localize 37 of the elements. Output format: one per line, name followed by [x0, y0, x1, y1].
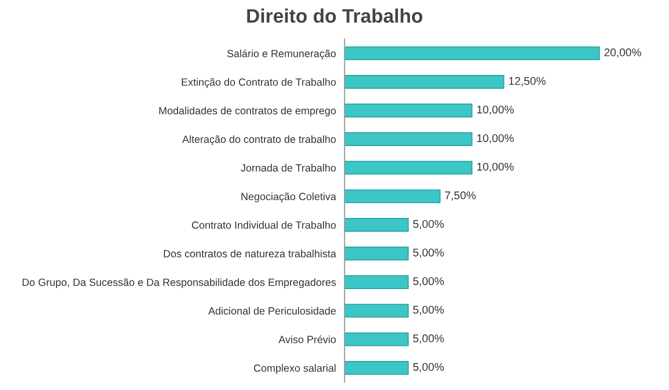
data-label: 10,00%: [477, 162, 514, 172]
y-tick-label: Extinção do Contrato de Trabalho: [182, 78, 336, 88]
y-tick-label: Aviso Prévio: [278, 335, 336, 344]
bar: [344, 46, 600, 60]
y-tick-label: Contrato Individual de Trabalho: [192, 221, 336, 229]
bar: [344, 75, 504, 89]
data-label: 5,00%: [413, 248, 444, 258]
data-label: 5,00%: [413, 306, 444, 315]
bar: [344, 189, 441, 204]
data-label: 20,00%: [604, 48, 642, 58]
bar: [344, 160, 472, 175]
y-tick-label: Do Grupo, Da Sucessão e Da Responsabilidade dos Empregadores: [22, 278, 336, 288]
data-label: 10,00%: [477, 106, 514, 115]
bar: [344, 218, 409, 232]
bar: [344, 304, 409, 318]
bar: [344, 104, 472, 118]
y-tick-label: Alteração do contrato de trabalho: [182, 135, 336, 146]
data-label: 5,00%: [413, 220, 444, 230]
data-label: 5,00%: [413, 277, 444, 286]
data-label: 10,00%: [477, 134, 514, 144]
bar: [344, 332, 409, 346]
bar: [344, 132, 472, 146]
y-tick-label: Negociação Coletiva: [242, 192, 336, 202]
y-tick-label: Modalidades de contratos de emprego: [159, 106, 336, 116]
data-label: 7,50%: [445, 191, 476, 201]
y-tick-label: Dos contratos de natureza trabalhista: [164, 250, 336, 258]
y-tick-label: Adicional de Periculosidade: [208, 306, 336, 315]
y-tick-label: Salário e Remuneração: [227, 49, 336, 60]
y-tick-label: Complexo salarial: [254, 364, 336, 374]
y-tick-label: Jornada de Trabalho: [240, 164, 336, 172]
chart-title: Direito do Trabalho: [247, 8, 422, 23]
bar: [344, 361, 409, 375]
data-label: 12,50%: [509, 77, 546, 86]
bar: [344, 275, 409, 289]
bar: [344, 246, 409, 260]
data-label: 5,00%: [413, 334, 444, 344]
data-label: 5,00%: [413, 363, 444, 372]
